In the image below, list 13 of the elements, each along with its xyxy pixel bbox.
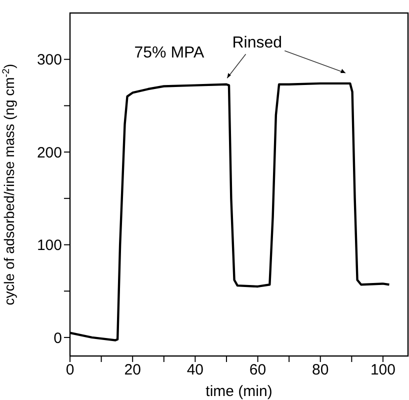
annotation: Rinsed [232, 34, 282, 52]
y-tick-label: 200 [36, 144, 62, 162]
y-tick-label: 300 [36, 52, 62, 69]
annotation: 75% MPA [134, 44, 204, 62]
x-tick-label: 100 [370, 362, 396, 379]
x-axis-title: time (min) [206, 383, 272, 400]
x-tick-label: 40 [186, 362, 204, 379]
x-tick-label: 0 [66, 362, 74, 379]
x-tick-label: 80 [312, 362, 329, 379]
x-tick-label: 20 [124, 362, 141, 379]
y-tick-label: 0 [54, 330, 62, 347]
x-tick-label: 60 [249, 362, 266, 379]
y-tick-label: 100 [36, 237, 62, 254]
